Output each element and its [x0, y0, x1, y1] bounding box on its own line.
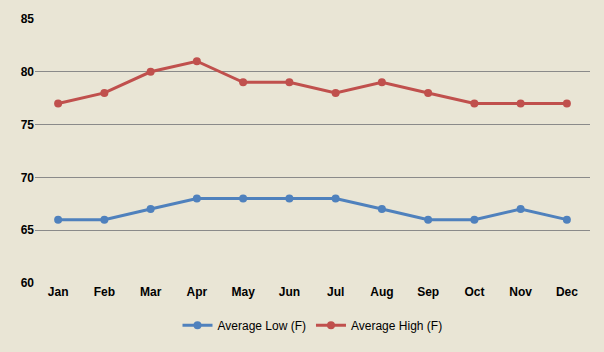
svg-text:65: 65	[21, 223, 35, 237]
svg-text:Jul: Jul	[327, 285, 344, 299]
svg-text:70: 70	[21, 171, 35, 185]
svg-text:Average High (F): Average High (F)	[351, 319, 442, 333]
svg-text:75: 75	[21, 118, 35, 132]
svg-text:Apr: Apr	[187, 285, 208, 299]
svg-text:Jun: Jun	[279, 285, 300, 299]
svg-text:Mar: Mar	[140, 285, 162, 299]
svg-text:Dec: Dec	[556, 285, 578, 299]
svg-text:80: 80	[21, 65, 35, 79]
svg-text:Oct: Oct	[464, 285, 484, 299]
svg-text:60: 60	[21, 276, 35, 290]
svg-text:Feb: Feb	[94, 285, 115, 299]
svg-text:Jan: Jan	[48, 285, 69, 299]
svg-text:Aug: Aug	[370, 285, 393, 299]
svg-text:85: 85	[21, 12, 35, 26]
svg-text:May: May	[231, 285, 255, 299]
svg-text:Nov: Nov	[509, 285, 532, 299]
svg-text:Average Low (F): Average Low (F)	[218, 319, 306, 333]
svg-text:Sep: Sep	[417, 285, 439, 299]
